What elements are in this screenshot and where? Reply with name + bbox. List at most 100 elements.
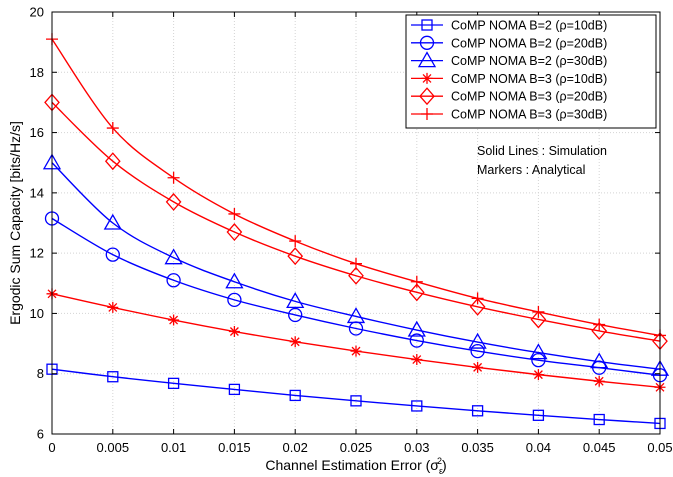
data-point-asterisk — [593, 375, 605, 387]
data-point-triangle — [346, 307, 366, 324]
legend-label: CoMP NOMA B=3 (ρ=10dB) — [451, 72, 607, 86]
data-point-triangle — [529, 343, 548, 360]
annotation-block: Solid Lines : Simulation Markers : Analy… — [477, 144, 607, 177]
data-point-triangle — [286, 292, 305, 309]
data-point-diamond — [591, 321, 608, 340]
data-point-circle — [531, 352, 546, 368]
data-point-asterisk — [532, 369, 544, 381]
data-point-diamond — [469, 297, 486, 316]
data-point-diamond — [104, 152, 121, 171]
data-point-plus — [532, 305, 545, 318]
data-point-square — [532, 409, 545, 421]
annotation-simulation: Solid Lines : Simulation — [477, 144, 607, 158]
legend-entry: CoMP NOMA B=2 (ρ=30dB) — [411, 51, 607, 68]
x-tick-label: 0.025 — [340, 440, 373, 455]
series-line — [51, 162, 661, 370]
data-point-square — [167, 377, 180, 390]
legend-marker-triangle — [417, 51, 437, 68]
y-tick-label: 10 — [30, 306, 44, 321]
annotation-analytical: Markers : Analytical — [477, 163, 585, 177]
data-point-square — [593, 413, 605, 426]
data-point-asterisk — [228, 326, 240, 338]
data-point-circle — [166, 273, 181, 288]
legend-entry: CoMP NOMA B=3 (ρ=20dB) — [411, 87, 607, 106]
data-point-plus — [106, 122, 119, 135]
ticks: 0 0.005 0.01 0.015 0.02 0.025 0.03 0.035 0.04 0.0… — [30, 5, 673, 456]
data-point-triangle — [164, 248, 183, 265]
x-tick-label: 0.04 — [526, 440, 551, 455]
legend-marker-square — [421, 19, 433, 31]
series-line — [51, 217, 661, 376]
data-point-triangle — [225, 272, 244, 289]
x-tick-label: 0.01 — [161, 440, 186, 455]
x-tick-label: 0.05 — [647, 440, 672, 455]
x-axis-title-subscript: ε — [439, 466, 443, 476]
y-tick-label: 6 — [37, 427, 44, 442]
x-axis-title-superscript: 2 — [437, 456, 442, 466]
y-tick-label: 8 — [37, 366, 44, 381]
grid — [52, 12, 660, 434]
data-point-circle — [409, 333, 424, 348]
data-point-diamond — [408, 283, 425, 302]
data-point-circle — [470, 343, 485, 359]
y-tick-label: 16 — [30, 125, 44, 140]
data-point-square — [107, 371, 119, 383]
data-point-asterisk — [411, 354, 423, 366]
legend-label: CoMP NOMA B=2 (ρ=20dB) — [451, 36, 607, 50]
x-tick-label: 0 — [48, 440, 55, 455]
legend: CoMP NOMA B=2 (ρ=10dB) CoMP NOMA B=2 (ρ=2… — [405, 14, 657, 129]
data-point-plus — [167, 171, 180, 184]
data-point-circle — [288, 307, 303, 323]
series-layer — [42, 33, 670, 430]
data-point-plus — [289, 235, 302, 248]
series-diamond — [44, 93, 668, 351]
data-point-diamond — [348, 266, 364, 285]
data-point-circle — [227, 292, 242, 308]
data-point-circle — [105, 247, 120, 262]
x-tick-label: 0.03 — [404, 440, 429, 455]
data-point-diamond — [287, 247, 304, 266]
x-tick-label: 0.005 — [97, 440, 130, 455]
legend-entry: CoMP NOMA B=2 (ρ=20dB) — [411, 35, 607, 50]
x-tick-label: 0.015 — [218, 440, 251, 455]
data-point-square — [350, 395, 362, 407]
data-point-plus — [410, 275, 423, 288]
x-tick-label: 0.045 — [583, 440, 616, 455]
series-triangle — [42, 153, 670, 376]
legend-label: CoMP NOMA B=2 (ρ=30dB) — [451, 54, 607, 68]
y-axis-title: Ergodic Sum Capacity [bits/Hz/s] — [7, 121, 23, 325]
x-tick-label: 0.035 — [461, 440, 494, 455]
legend-marker-plus — [421, 108, 433, 120]
data-point-triangle — [468, 332, 487, 349]
data-point-asterisk — [107, 301, 119, 313]
data-point-square — [228, 383, 241, 396]
y-tick-label: 12 — [30, 246, 44, 261]
legend-label: CoMP NOMA B=2 (ρ=10dB) — [451, 19, 607, 33]
y-tick-label: 14 — [30, 185, 44, 200]
data-point-triangle — [103, 213, 122, 230]
data-point-asterisk — [350, 345, 362, 357]
data-point-square — [411, 400, 423, 412]
data-point-diamond — [226, 223, 243, 242]
legend-marker-circle — [419, 35, 435, 50]
x-tick-label: 0.02 — [283, 440, 308, 455]
series-line — [51, 38, 661, 337]
data-point-diamond — [165, 192, 182, 211]
y-tick-label: 18 — [30, 65, 44, 80]
legend-label: CoMP NOMA B=3 (ρ=30dB) — [451, 108, 607, 122]
data-point-asterisk — [289, 336, 301, 348]
data-point-plus — [350, 257, 362, 270]
data-point-square — [471, 405, 484, 417]
data-point-plus — [593, 318, 606, 331]
data-point-plus — [471, 292, 484, 305]
data-point-plus — [228, 207, 241, 220]
data-point-square — [289, 389, 301, 402]
data-point-triangle — [590, 352, 609, 369]
legend-entry: CoMP NOMA B=3 (ρ=10dB) — [411, 72, 607, 86]
data-point-triangle — [407, 320, 426, 337]
legend-entry: CoMP NOMA B=2 (ρ=10dB) — [411, 19, 607, 33]
legend-box — [405, 14, 657, 129]
data-point-diamond — [530, 310, 547, 329]
data-point-asterisk — [472, 361, 484, 373]
